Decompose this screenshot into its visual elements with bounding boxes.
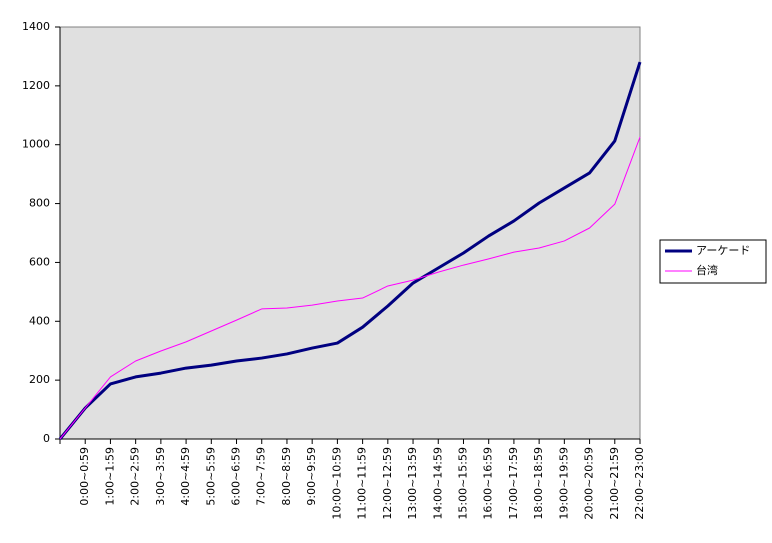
y-tick-label: 0 bbox=[43, 432, 50, 445]
x-tick-label: 2:00~2:59 bbox=[129, 447, 142, 506]
x-tick-label: 13:00~13:59 bbox=[406, 447, 419, 520]
x-tick-label: 17:00~17:59 bbox=[507, 447, 520, 520]
x-tick-label: 14:00~14:59 bbox=[431, 447, 444, 520]
x-tick-label: 8:00~8:59 bbox=[280, 447, 293, 506]
legend-label: アーケード bbox=[696, 244, 750, 257]
legend-label: 台湾 bbox=[696, 263, 718, 277]
x-tick-label: 16:00~16:59 bbox=[482, 447, 495, 520]
x-tick-label: 22:00~23:00 bbox=[633, 447, 646, 520]
legend-box bbox=[659, 239, 767, 284]
y-tick-label: 1000 bbox=[22, 138, 50, 151]
y-tick-label: 600 bbox=[29, 255, 50, 268]
y-tick-label: 1200 bbox=[22, 79, 50, 92]
x-tick-label: 1:00~1:59 bbox=[103, 447, 116, 506]
y-tick-label: 400 bbox=[29, 314, 50, 327]
x-tick-label: 20:00~20:59 bbox=[583, 447, 596, 520]
y-tick-label: 200 bbox=[29, 373, 50, 386]
y-tick-label: 800 bbox=[29, 197, 50, 210]
x-tick-label: 5:00~5:59 bbox=[204, 447, 217, 506]
x-tick-label: 12:00~12:59 bbox=[381, 447, 394, 520]
series-line bbox=[59, 136, 641, 440]
plot-area bbox=[59, 26, 641, 440]
x-tick-label: 7:00~7:59 bbox=[255, 447, 268, 506]
series-line bbox=[58, 61, 642, 440]
x-tick-label: 21:00~21:59 bbox=[608, 447, 621, 520]
x-tick-label: 0:00~0:59 bbox=[78, 447, 91, 506]
x-tick-label: 11:00~11:59 bbox=[356, 447, 369, 520]
y-tick-label: 1400 bbox=[22, 20, 50, 33]
x-tick-label: 6:00~6:59 bbox=[230, 447, 243, 506]
x-tick-label: 19:00~19:59 bbox=[557, 447, 570, 520]
x-tick-label: 3:00~3:59 bbox=[154, 447, 167, 506]
x-tick-label: 18:00~18:59 bbox=[532, 447, 545, 520]
x-tick-label: 9:00~9:59 bbox=[305, 447, 318, 506]
x-tick-label: 4:00~4:59 bbox=[179, 447, 192, 506]
x-tick-label: 10:00~10:59 bbox=[330, 447, 343, 520]
x-tick-label: 15:00~15:59 bbox=[456, 447, 469, 520]
